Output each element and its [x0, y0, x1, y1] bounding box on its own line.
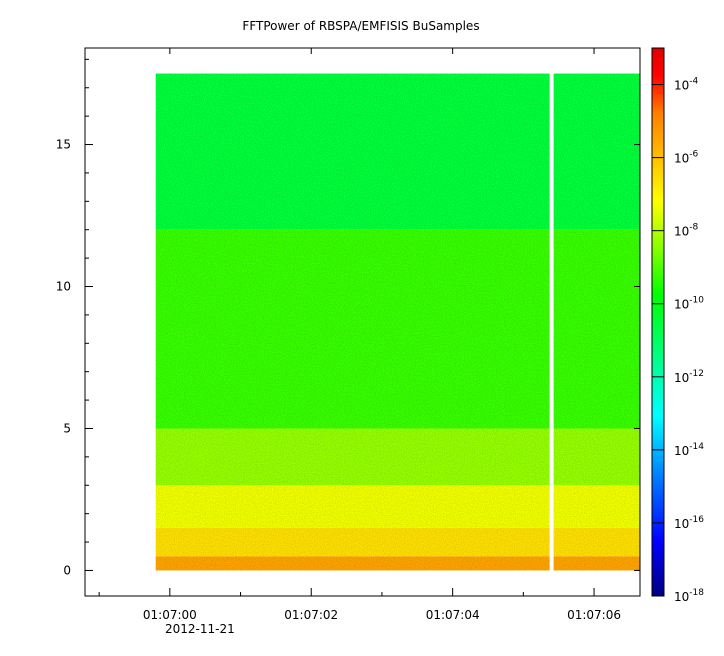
colorbar-tick-label: 10-14 [674, 442, 704, 458]
y-tick-label: 5 [63, 421, 71, 435]
x-tick-label: 01:07:04 [426, 608, 480, 622]
x-axis: 01:07:00 01:07:02 01:07:04 01:07:06 [98, 48, 621, 622]
x-date-label: 2012-11-21 [165, 622, 235, 636]
colorbar-tick-label: 10-16 [674, 515, 704, 531]
colorbar: 10-4 10-6 10-8 10-10 10-12 10-14 10-16 10-18 [651, 47, 704, 604]
x-tick-label: 01:07:06 [567, 608, 621, 622]
data-gap [549, 72, 554, 572]
x-tick-label: 01:07:02 [284, 608, 338, 622]
colorbar-tick-label: 10-8 [674, 223, 699, 239]
x-tick-label: 01:07:00 [143, 608, 197, 622]
colorbar-tick-label: 10-12 [674, 369, 704, 385]
colorbar-tick-label: 10-10 [674, 296, 704, 312]
chart-title: FFTPower of RBSPA/EMFISIS BuSamples [242, 19, 479, 33]
colorbar-ticks: 10-4 10-6 10-8 10-10 10-12 10-14 10-16 10-18 [652, 77, 704, 604]
colorbar-tick-label: 10-6 [674, 150, 699, 166]
plot-frame [84, 47, 641, 597]
colorbar-tick-label: 10-18 [674, 588, 704, 604]
y-tick-label: 0 [63, 563, 71, 577]
y-tick-label: 10 [56, 280, 71, 294]
y-tick-label: 15 [56, 138, 71, 152]
colorbar-gradient [652, 48, 664, 596]
y-axis: 0 5 10 15 [56, 58, 640, 577]
spectrogram-texture [155, 73, 641, 571]
spectrogram-heatmap [155, 72, 641, 572]
colorbar-tick-label: 10-4 [674, 77, 699, 93]
